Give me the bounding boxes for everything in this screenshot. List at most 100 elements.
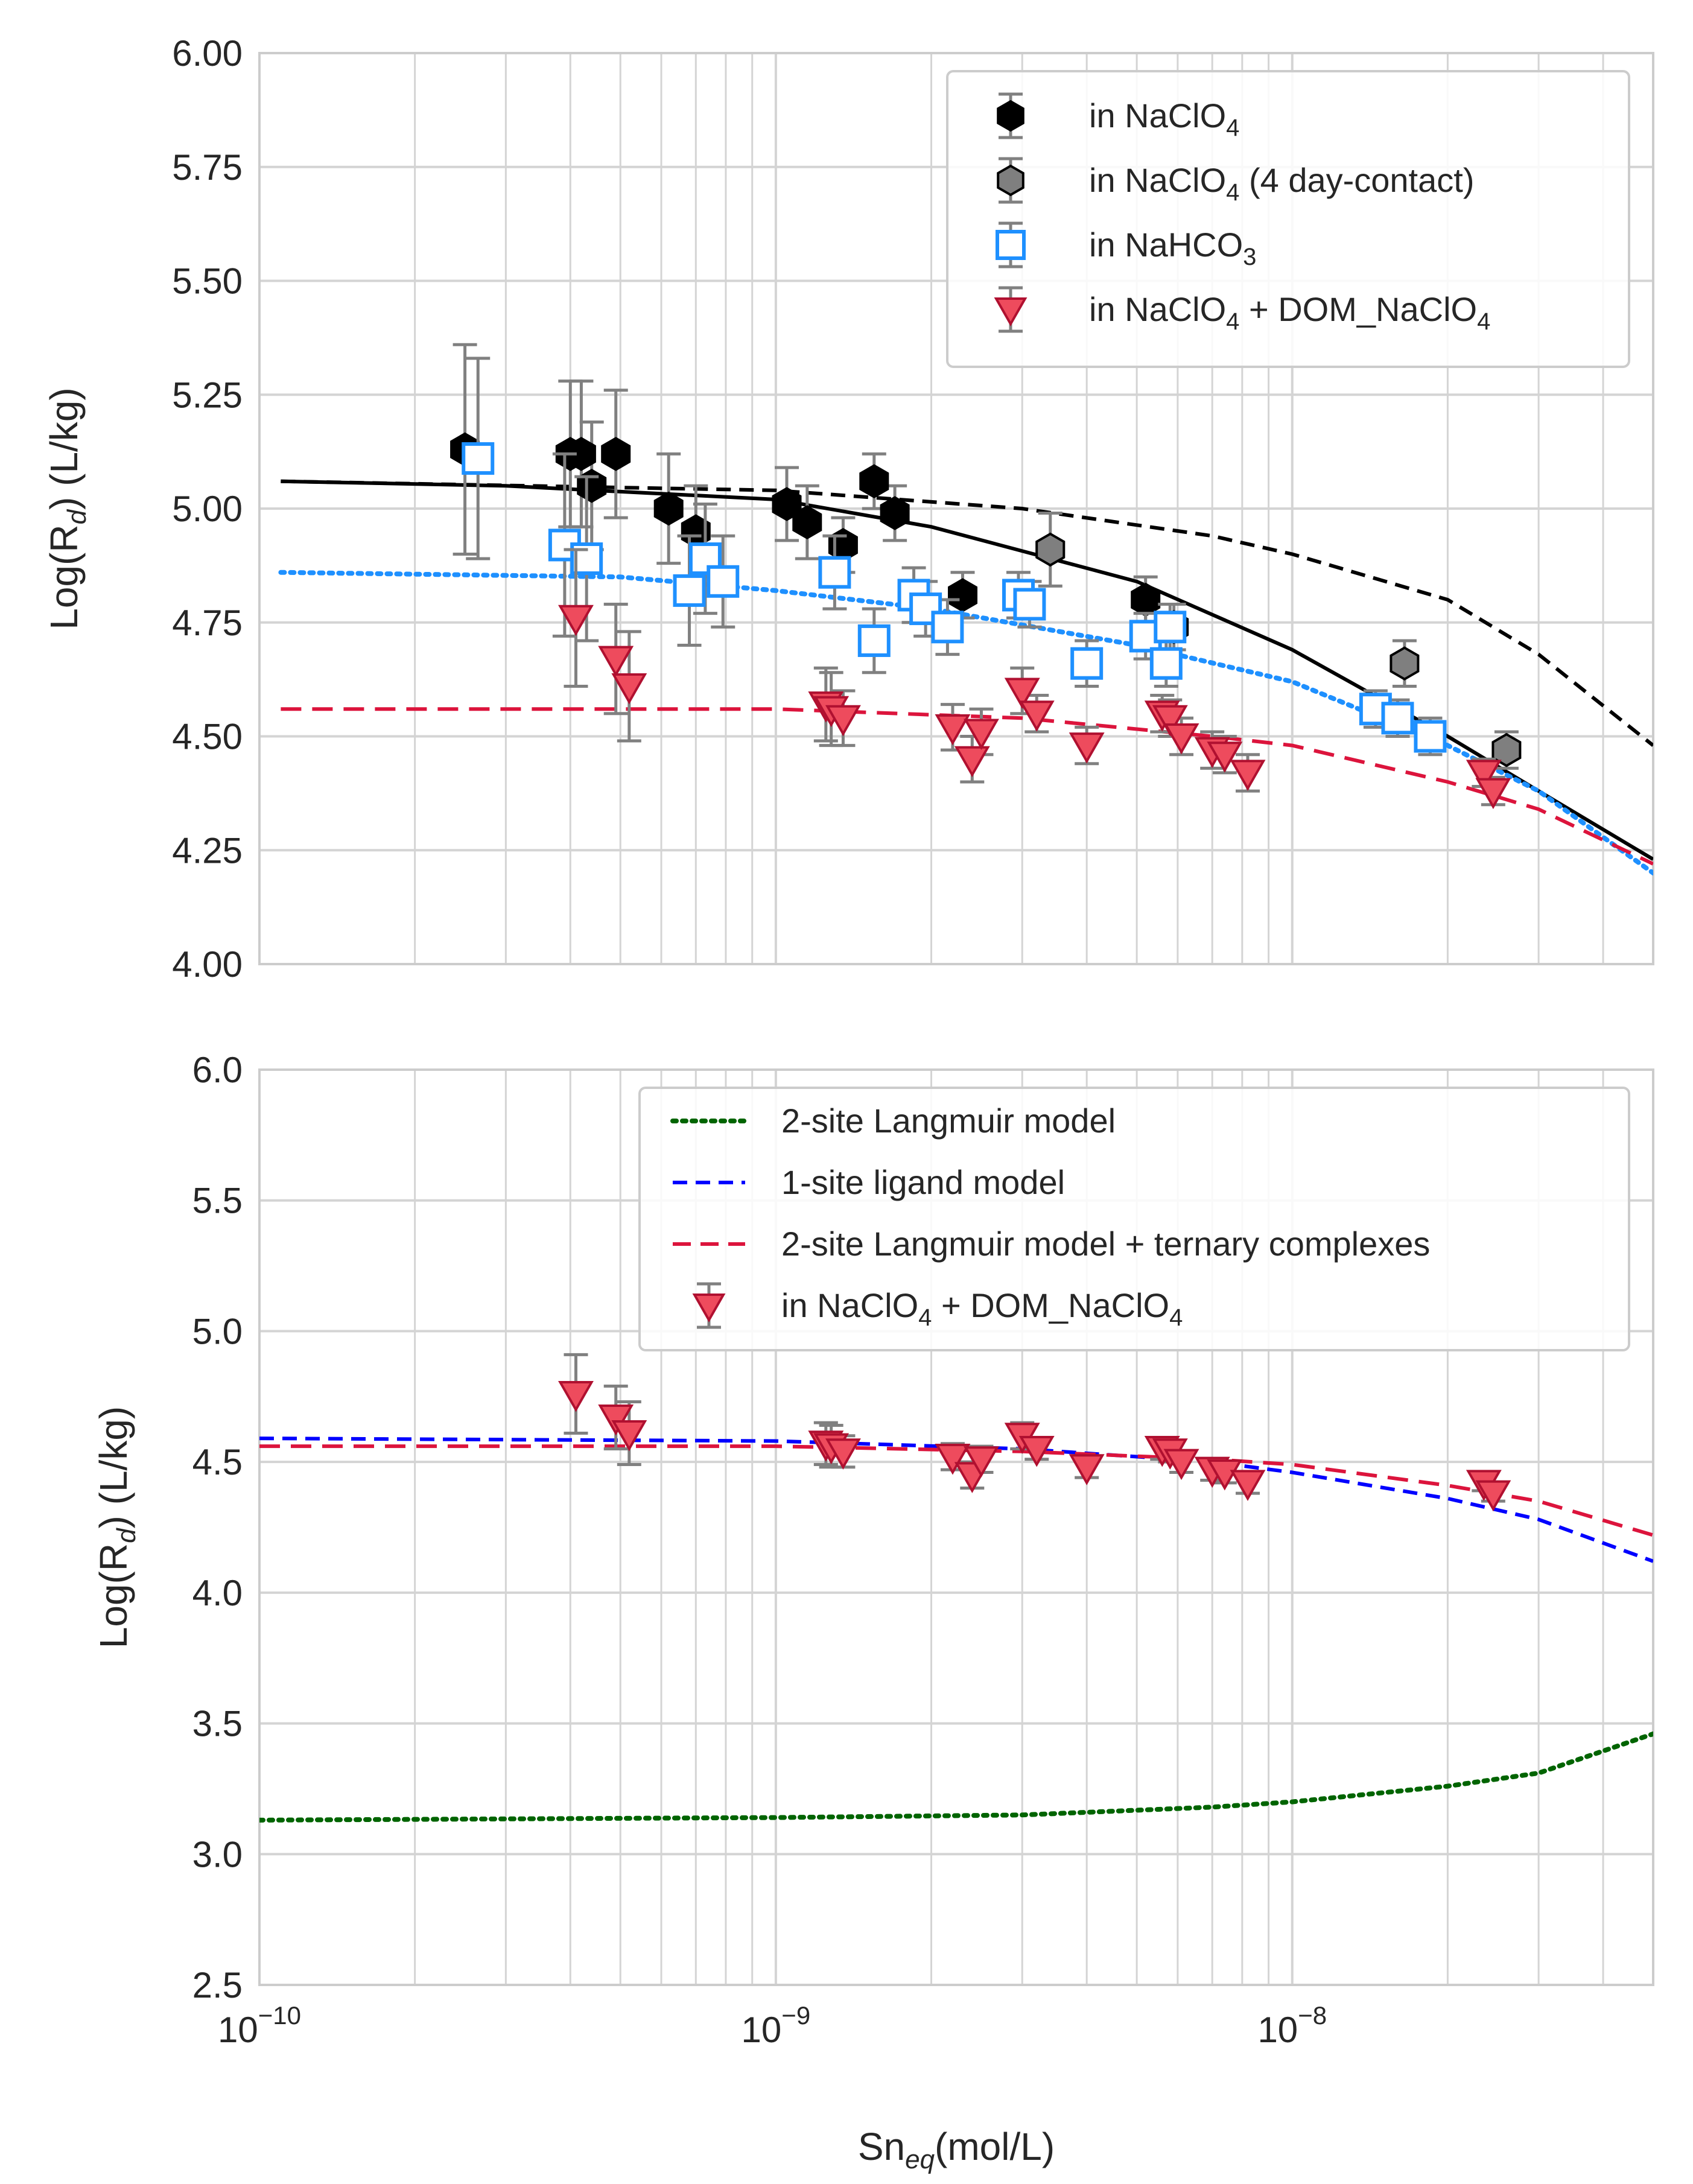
y-tick-label: 4.25: [172, 830, 243, 871]
triangle-marker: [1475, 778, 1511, 810]
y-axis-title-end: ) (L/kg): [42, 387, 86, 510]
y-tick-label: 4.00: [172, 944, 243, 985]
legend-item: 2-site Langmuir model + ternary complexe…: [673, 1225, 1430, 1263]
legend: 2-site Langmuir model 1-site ligand model…: [638, 1087, 1630, 1351]
y-tick-label: 4.50: [172, 717, 243, 757]
fit-line: [281, 479, 1653, 747]
legend-text-part: (4 day-contact): [1239, 161, 1474, 199]
legend-label: in NaClO4 + DOM_NaClO4: [781, 1286, 1183, 1331]
hexagon-marker: [792, 505, 822, 540]
chart-panel-top: 4.00 4.25 4.50 4.75 5.00 5.25 5.50 5.75 6.00 Log(…: [42, 33, 1654, 985]
triangle-marker: [1069, 732, 1105, 764]
triangle-marker: [611, 673, 647, 705]
y-tick-label: 4.75: [172, 603, 243, 643]
square-marker: [996, 230, 1026, 260]
x-tick-base: 10: [1257, 2010, 1298, 2050]
triangle-marker: [1004, 678, 1040, 709]
square-marker: [688, 542, 722, 576]
y-axis-title: Log(Rd) (L/kg): [42, 387, 92, 629]
square-marker: [909, 592, 942, 626]
triangle-marker: [1230, 760, 1266, 791]
hexagon-marker: [997, 100, 1024, 132]
triangle-marker: [598, 646, 634, 678]
hexagon-marker: [880, 496, 910, 530]
triangle-marker: [964, 719, 999, 750]
square-marker: [931, 611, 964, 644]
x-axis-title-main: Sn: [858, 2125, 905, 2168]
legend-frame: [638, 1087, 1630, 1351]
legend-item: in NaClO4: [997, 92, 1239, 141]
hexagon-marker: [859, 464, 889, 499]
legend-item: 1-site ligand model: [673, 1163, 1065, 1201]
fit-line: [281, 707, 1653, 866]
legend-label: in NaClO4: [1089, 97, 1239, 141]
triangle-marker: [558, 605, 594, 636]
legend-text-part: 2-site Langmuir model + ternary complexe…: [781, 1225, 1430, 1263]
triangle-marker: [825, 705, 861, 737]
triangle-marker: [1475, 1480, 1511, 1512]
triangle-marker: [954, 746, 990, 778]
legend-text-part: + DOM_NaClO: [1239, 290, 1477, 328]
hexagon-marker: [601, 437, 631, 471]
y-axis-title-sub: d: [112, 1528, 141, 1543]
legend-label: in NaHCO3: [1089, 226, 1256, 270]
triangle-marker: [935, 1443, 971, 1475]
square-marker: [1013, 588, 1046, 621]
x-tick-base: 10: [218, 2010, 258, 2050]
plot-frame: [258, 1068, 1654, 1986]
square-marker: [1414, 720, 1447, 753]
triangle-marker: [1018, 1435, 1055, 1467]
y-tick-label: 6.0: [192, 1050, 243, 1090]
x-tick-exponent: −9: [781, 2001, 810, 2030]
legend-subscript: 4: [1226, 308, 1239, 335]
y-axis-title-end: ) (L/kg): [92, 1406, 135, 1529]
triangle-marker: [1466, 760, 1502, 791]
triangle-marker: [598, 1404, 634, 1436]
x-axis-title-end: (mol/L): [935, 2125, 1055, 2168]
x-axis-title-sub: eq: [905, 2145, 935, 2174]
y-tick-label: 5.5: [192, 1181, 243, 1221]
legend: in NaClO4 in NaClO4 (4 day-contact) in NaH…: [946, 70, 1630, 368]
chart-panel-bottom: 2.53.03.54.04.55.05.56.010−10 10−9 10−8Log…: [92, 1050, 1654, 2174]
legend-text-part: in NaClO: [781, 1286, 918, 1324]
square-marker: [818, 556, 851, 589]
series-0: [558, 1353, 1511, 1512]
legend-subscript: 3: [1243, 244, 1256, 270]
legend-subscript: 4: [1477, 308, 1490, 335]
legend-label: 2-site Langmuir model: [781, 1102, 1116, 1140]
legend-subscript: 4: [1226, 179, 1239, 206]
plot-frame: [258, 52, 1654, 965]
legend-text-part: + DOM_NaClO: [932, 1286, 1169, 1324]
hexagon-marker: [948, 578, 977, 612]
y-axis-title-sub: d: [62, 509, 92, 524]
legend-item: in NaClO4 (4 day-contact): [997, 157, 1474, 206]
y-axis-title-main: Log(R: [92, 1543, 135, 1648]
triangle-marker: [692, 1294, 726, 1323]
triangle-marker: [1163, 1449, 1199, 1481]
square-marker: [1381, 702, 1414, 735]
y-tick-label: 6.00: [172, 33, 243, 74]
x-tick-exponent: −10: [258, 2001, 301, 2030]
square-marker: [1154, 611, 1187, 644]
y-tick-label: 2.5: [192, 1965, 243, 2005]
y-axis-title: Log(Rd) (L/kg): [92, 1406, 141, 1648]
square-marker: [707, 565, 740, 598]
legend-subscript: 4: [1226, 115, 1239, 141]
legend-item: in NaHCO3: [996, 221, 1256, 270]
legend-label: in NaClO4 (4 day-contact): [1089, 161, 1474, 206]
triangle-marker: [1018, 700, 1055, 732]
triangle-marker: [994, 297, 1028, 327]
triangle-marker: [825, 1438, 861, 1470]
series-3: [558, 548, 1511, 810]
fit-line: [259, 1444, 1653, 1537]
hexagon-marker: [566, 437, 596, 471]
x-tick-exponent: −8: [1298, 2001, 1327, 2030]
y-tick-label: 4.5: [192, 1442, 243, 1482]
legend-label: in NaClO4 + DOM_NaClO4: [1089, 290, 1490, 335]
legend-text-part: 1-site ligand model: [781, 1163, 1065, 1201]
square-marker: [857, 624, 891, 657]
legend-text-part: in NaHCO: [1089, 226, 1243, 264]
y-tick-label: 3.5: [192, 1704, 243, 1744]
series-2: [462, 357, 1447, 757]
